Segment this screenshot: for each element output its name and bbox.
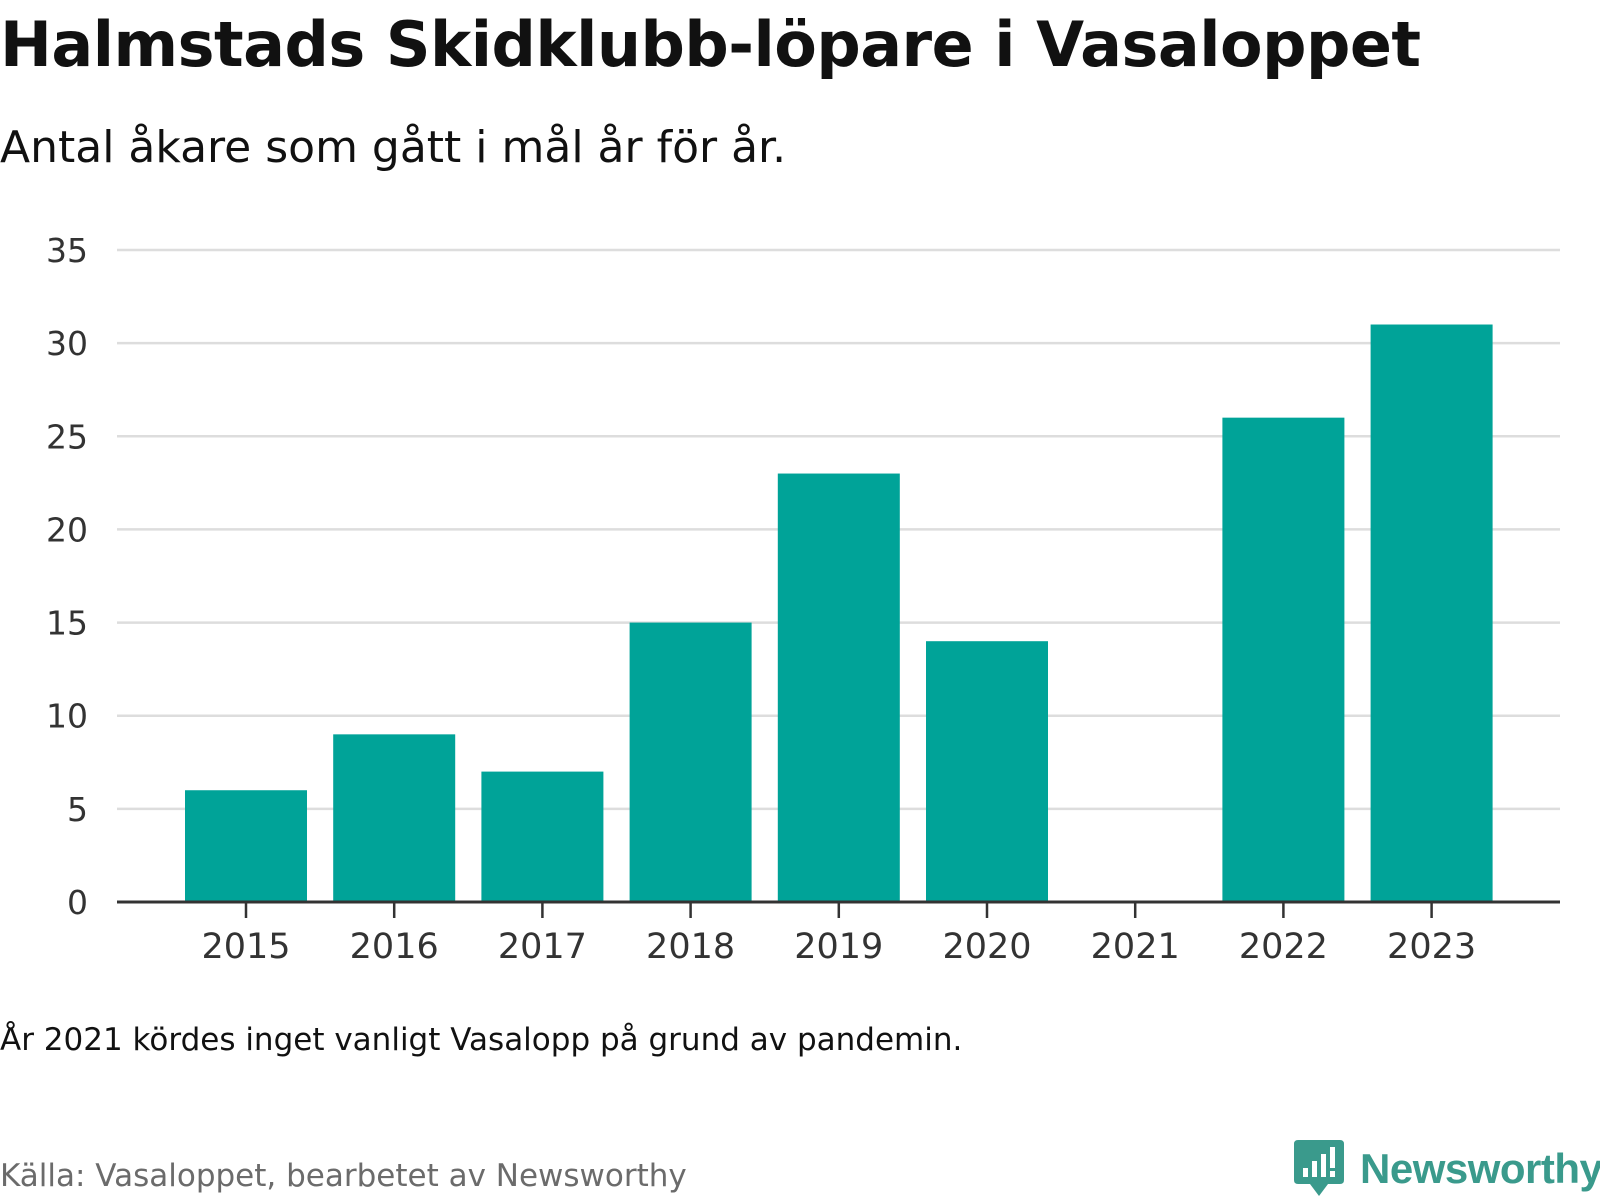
bars <box>185 324 1493 902</box>
y-tick-label: 10 <box>46 697 88 736</box>
x-tick-label: 2017 <box>498 927 587 967</box>
bar-2017 <box>481 771 604 902</box>
source-credit: Källa: Vasaloppet, bearbetet av Newswort… <box>0 1158 687 1194</box>
bar-2015 <box>185 790 307 902</box>
brand-logo: Newsworthy <box>1294 1140 1600 1198</box>
y-tick-label: 25 <box>46 417 88 456</box>
y-tick-label: 35 <box>46 231 88 270</box>
footnote: År 2021 kördes inget vanligt Vasalopp på… <box>0 1022 963 1058</box>
chart-title: Halmstads Skidklubb-löpare i Vasaloppet <box>0 8 1421 81</box>
bar-2019 <box>777 473 900 902</box>
bar-2020 <box>926 641 1048 902</box>
bar-2018 <box>629 622 752 902</box>
x-tick-label: 2018 <box>646 927 735 967</box>
x-tick-label: 2023 <box>1387 927 1476 967</box>
bar-2022 <box>1222 417 1345 902</box>
x-tick-label: 2015 <box>201 927 290 967</box>
x-tick-label: 2016 <box>350 927 439 967</box>
y-tick-label: 0 <box>67 883 88 922</box>
x-tick-label: 2019 <box>794 927 883 967</box>
y-tick-label: 5 <box>67 790 88 829</box>
bar-2016 <box>333 734 456 902</box>
chart-subtitle: Antal åkare som gått i mål år för år. <box>0 122 787 173</box>
x-tick-label: 2020 <box>942 927 1031 967</box>
brand-name: Newsworthy <box>1360 1145 1600 1192</box>
y-tick-label: 20 <box>46 510 88 549</box>
y-axis-ticks: 0 5 10 15 20 25 30 35 <box>46 231 88 922</box>
newsworthy-logo-icon <box>1294 1140 1344 1196</box>
x-axis: 2015 2016 2017 2018 2019 2020 2021 2022 2023 <box>117 900 1560 967</box>
x-tick-label: 2021 <box>1091 927 1180 967</box>
x-tick-label: 2022 <box>1239 927 1328 967</box>
y-tick-label: 15 <box>46 604 88 643</box>
y-tick-label: 30 <box>46 324 88 363</box>
bar-2023 <box>1370 324 1493 902</box>
